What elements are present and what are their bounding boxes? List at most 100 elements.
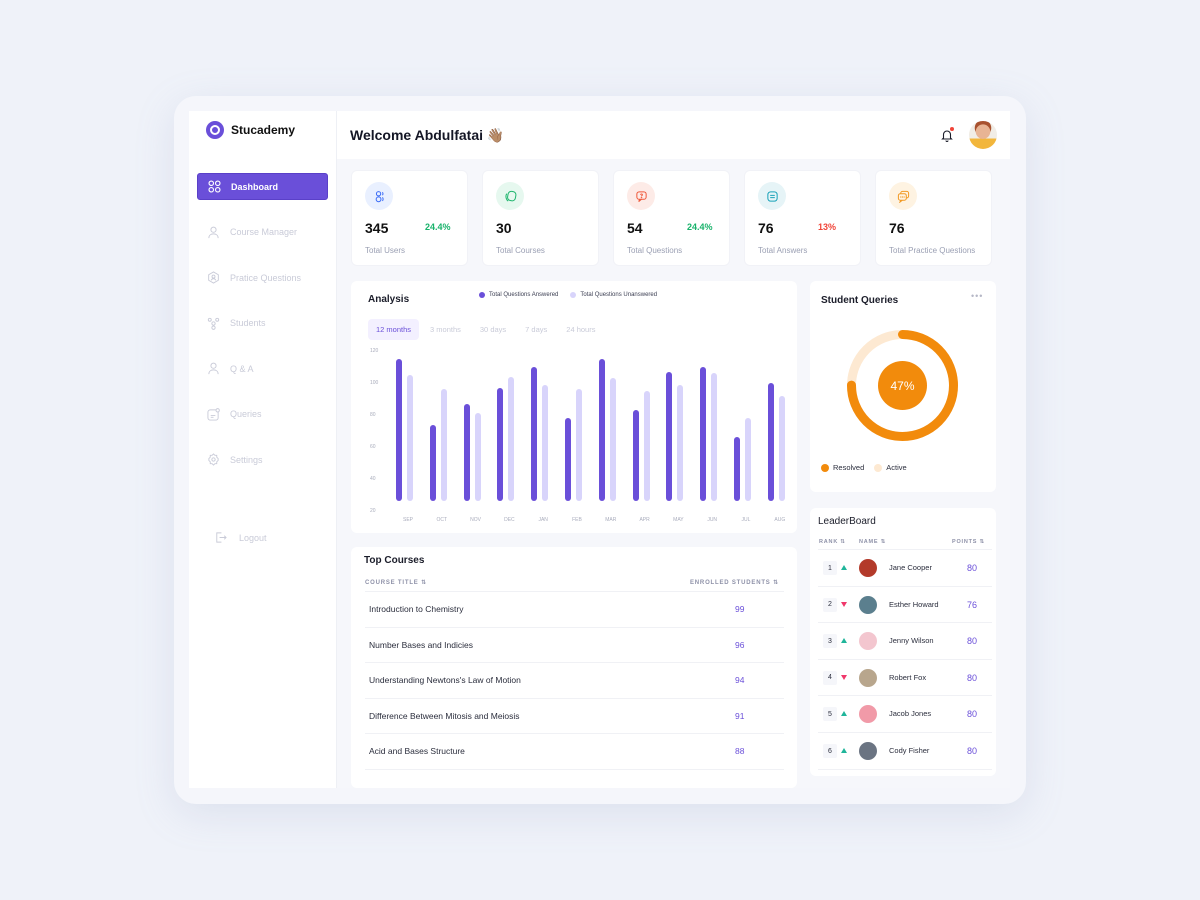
time-range-tabs: 12 months 3 months 30 days 7 days 24 hou… bbox=[368, 319, 606, 340]
legend-label: Total Questions Unanswered bbox=[580, 292, 658, 298]
bar-answered[interactable] bbox=[734, 437, 740, 502]
legend-active: Active bbox=[874, 463, 907, 472]
legend-unanswered: Total Questions Unanswered bbox=[570, 292, 657, 298]
bar-unanswered[interactable] bbox=[643, 391, 650, 502]
user-avatar[interactable] bbox=[969, 121, 997, 149]
answer-icon bbox=[758, 182, 786, 210]
stat-card-total-users[interactable]: 345 24.4% Total Users bbox=[351, 170, 468, 266]
avatar bbox=[859, 668, 877, 687]
stat-value: 76 bbox=[889, 220, 905, 236]
top-header: Welcome Abdulfatai 👋🏽 bbox=[337, 111, 1010, 159]
table-row[interactable]: Introduction to Chemistry 99 bbox=[365, 592, 784, 628]
sidebar-item-q-and-a[interactable]: Q & A bbox=[197, 355, 328, 382]
enrolled-count: 91 bbox=[735, 710, 745, 721]
user-icon bbox=[207, 362, 220, 375]
courses-icon bbox=[496, 182, 524, 210]
leaderboard-row[interactable]: 2 Esther Howard 76 bbox=[818, 587, 992, 624]
sidebar-item-settings[interactable]: Settings bbox=[197, 446, 328, 473]
bar-unanswered[interactable] bbox=[677, 384, 684, 502]
leaderboard-row[interactable]: 6 Cody Fisher 80 bbox=[818, 733, 992, 770]
legend-dot-icon bbox=[479, 292, 485, 298]
stat-card-total-answers[interactable]: 76 13% Total Answers bbox=[744, 170, 861, 266]
tab-7-days[interactable]: 7 days bbox=[525, 325, 548, 334]
bar-unanswered[interactable] bbox=[474, 413, 481, 502]
sidebar-item-queries[interactable]: Queries bbox=[197, 401, 328, 428]
x-axis-tick: JAN bbox=[538, 517, 548, 523]
leaderboard-row[interactable]: 5 Jacob Jones 80 bbox=[818, 696, 992, 733]
column-header-enrolled-students[interactable]: ENROLLED STUDENTS ⇅ bbox=[690, 579, 779, 586]
column-header-points[interactable]: POINTS ⇅ bbox=[952, 539, 985, 545]
stat-card-total-courses[interactable]: 30 Total Courses bbox=[482, 170, 599, 266]
table-row[interactable]: Understanding Newtons's Law of Motion 94 bbox=[365, 663, 784, 699]
points-value: 80 bbox=[967, 746, 978, 756]
brand[interactable]: Stucademy bbox=[206, 121, 295, 139]
rank-badge: 2 bbox=[823, 597, 837, 612]
tab-12-months[interactable]: 12 months bbox=[368, 319, 420, 340]
notification-dot bbox=[950, 127, 954, 131]
leaderboard-row[interactable]: 1 Jane Cooper 80 bbox=[818, 550, 992, 587]
tab-30-days[interactable]: 30 days bbox=[479, 325, 507, 334]
bar-answered[interactable] bbox=[767, 383, 774, 502]
stat-value: 345 bbox=[365, 220, 389, 236]
bar-answered[interactable] bbox=[666, 371, 673, 502]
bar-unanswered[interactable] bbox=[407, 375, 413, 502]
bar-answered[interactable] bbox=[531, 367, 538, 502]
bar-unanswered[interactable] bbox=[609, 378, 616, 502]
logout-button[interactable]: Logout bbox=[214, 531, 267, 544]
bar-answered[interactable] bbox=[565, 418, 571, 502]
sidebar-item-practice-questions[interactable]: Pratice Questions bbox=[197, 264, 328, 291]
bar-unanswered[interactable] bbox=[440, 389, 447, 502]
logout-icon bbox=[214, 531, 227, 544]
sidebar-item-label: Settings bbox=[230, 454, 263, 465]
stat-card-total-practice-questions[interactable]: 76 Total Practice Questions bbox=[875, 170, 992, 266]
bar-answered[interactable] bbox=[632, 410, 639, 502]
stat-label: Total Users bbox=[365, 246, 406, 255]
legend-answered: Total Questions Answered bbox=[479, 292, 558, 298]
bar-answered[interactable] bbox=[463, 403, 470, 502]
stat-value: 54 bbox=[627, 220, 643, 236]
leaderboard-row[interactable]: 4 Robert Fox 80 bbox=[818, 660, 992, 697]
bell-icon[interactable] bbox=[940, 128, 954, 143]
bar-answered[interactable] bbox=[497, 387, 504, 502]
legend-label: Resolved bbox=[833, 463, 865, 472]
bar-answered[interactable] bbox=[598, 359, 605, 502]
students-icon bbox=[207, 317, 220, 330]
bar-answered[interactable] bbox=[396, 359, 402, 502]
sidebar-item-dashboard[interactable]: Dashboard bbox=[197, 173, 328, 200]
sidebar-item-label: Pratice Questions bbox=[230, 272, 302, 283]
bar-unanswered[interactable] bbox=[576, 389, 582, 502]
brand-name: Stucademy bbox=[231, 123, 296, 137]
x-axis-tick: SEP bbox=[402, 517, 413, 523]
student-queries-card: Student Queries ••• 47% Resolved Active bbox=[810, 281, 996, 492]
bar-answered[interactable] bbox=[429, 424, 436, 502]
student-name: Cody Fisher bbox=[889, 746, 930, 755]
bar-unanswered[interactable] bbox=[711, 373, 718, 502]
sidebar-item-students[interactable]: Students bbox=[197, 310, 328, 337]
stat-value: 30 bbox=[496, 220, 512, 236]
table-row[interactable]: Difference Between Mitosis and Meiosis 9… bbox=[365, 699, 784, 734]
column-header-rank[interactable]: RANK ⇅ bbox=[819, 539, 846, 545]
user-icon bbox=[207, 226, 220, 239]
x-axis-tick: DEC bbox=[504, 517, 515, 523]
tab-24-hours[interactable]: 24 hours bbox=[566, 325, 596, 334]
stat-change: 24.4% bbox=[425, 222, 451, 232]
enrolled-count: 88 bbox=[735, 746, 745, 756]
stat-card-total-questions[interactable]: 54 24.4% Total Questions bbox=[613, 170, 730, 266]
table-row[interactable]: Acid and Bases Structure 88 bbox=[365, 734, 784, 770]
leaderboard-row[interactable]: 3 Jenny Wilson 80 bbox=[818, 623, 992, 660]
bar-unanswered[interactable] bbox=[745, 418, 751, 502]
bar-unanswered[interactable] bbox=[778, 395, 785, 502]
sidebar-item-course-manager[interactable]: Course Manager bbox=[197, 219, 328, 246]
tab-3-months[interactable]: 3 months bbox=[430, 325, 461, 334]
student-queries-title: Student Queries bbox=[821, 295, 899, 306]
column-header-name[interactable]: NAME ⇅ bbox=[859, 539, 886, 545]
bar-unanswered[interactable] bbox=[508, 376, 515, 502]
sidebar: Stucademy Dashboard Course Manager Prati… bbox=[189, 111, 337, 788]
column-header-course-title[interactable]: COURSE TITLE ⇅ bbox=[365, 579, 427, 586]
bar-answered[interactable] bbox=[700, 367, 707, 502]
x-axis-tick: NOV bbox=[470, 517, 482, 523]
stat-value: 76 bbox=[758, 220, 774, 236]
table-row[interactable]: Number Bases and Indicies 96 bbox=[365, 628, 784, 663]
more-options-icon[interactable]: ••• bbox=[971, 291, 984, 301]
bar-unanswered[interactable] bbox=[542, 384, 549, 502]
